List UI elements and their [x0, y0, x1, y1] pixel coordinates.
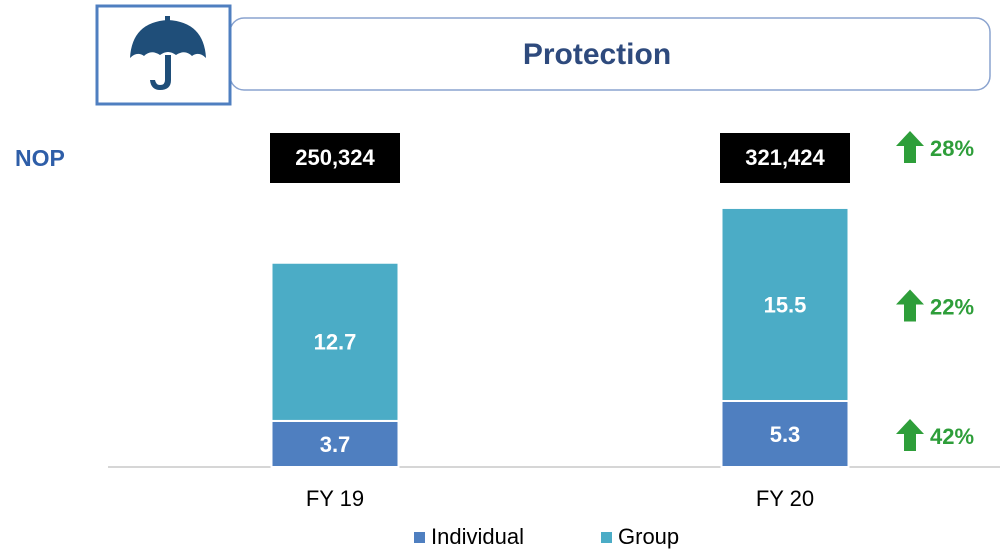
data-label: 3.7: [320, 432, 351, 457]
bar-segment: [270, 419, 400, 468]
data-label: 5.3: [770, 422, 801, 447]
chart-title: Protection: [523, 38, 671, 71]
x-tick-label: FY 19: [306, 486, 364, 511]
x-tick-label: FY 20: [756, 486, 814, 511]
legend-label: Individual: [431, 524, 524, 549]
nop-box: [270, 133, 400, 183]
umbrella-icon: [130, 16, 206, 90]
nop-value: 321,424: [745, 145, 825, 170]
bar-segment: [720, 206, 850, 402]
growth-label: 22%: [930, 294, 974, 319]
legend-swatch: [601, 532, 612, 543]
growth-arrow: [896, 418, 924, 451]
bar-segment: [270, 261, 400, 422]
legend-label: Group: [618, 524, 679, 549]
nop-value: 250,324: [295, 145, 375, 170]
data-label: 15.5: [764, 292, 807, 317]
legend-swatch: [414, 532, 425, 543]
nop-label: NOP: [15, 145, 65, 171]
growth-label: 42%: [930, 424, 974, 449]
growth-arrow: [896, 131, 924, 163]
growth-arrow: [896, 289, 924, 322]
nop-box: [720, 133, 850, 183]
bar-segment: [720, 399, 850, 468]
growth-label: 28%: [930, 136, 974, 161]
data-label: 12.7: [314, 330, 357, 355]
